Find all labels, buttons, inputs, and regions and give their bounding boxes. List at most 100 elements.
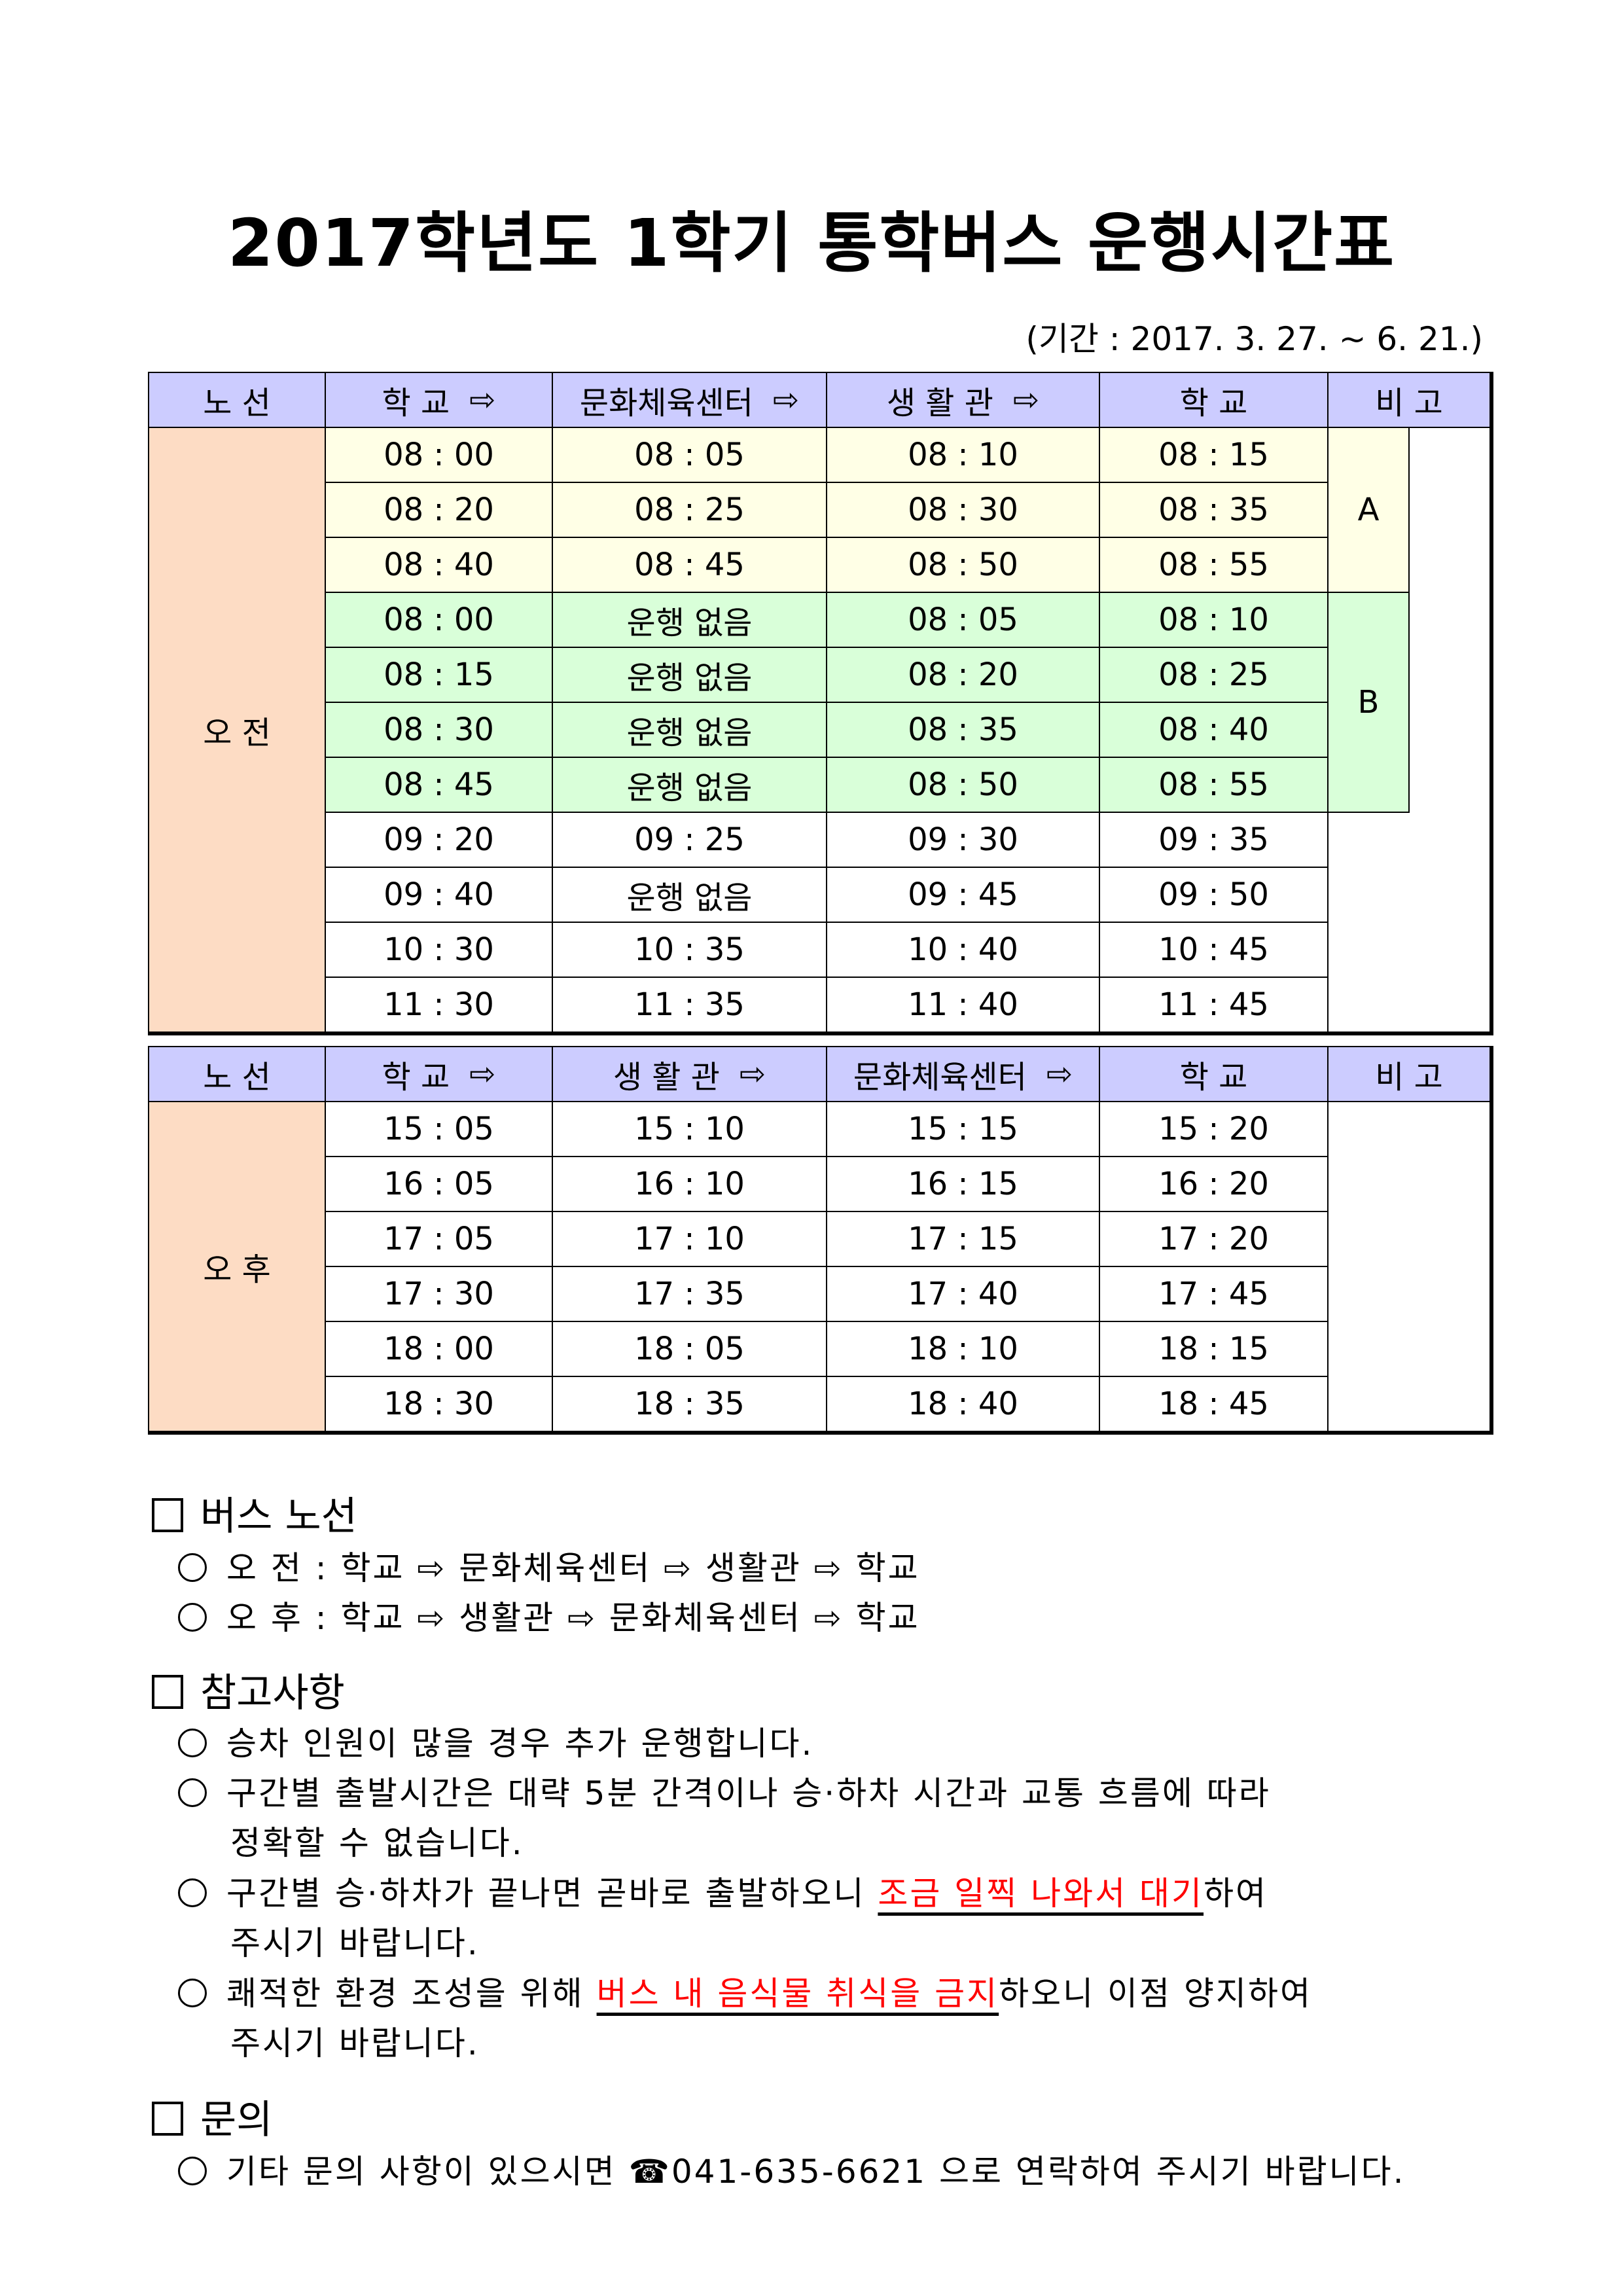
table-row: 08 : 00 운행 없음 08 : 05 08 : 10 B bbox=[149, 592, 1491, 813]
group-label: A bbox=[1327, 427, 1410, 593]
contact-line: 기타 문의 사항이 있으시면 ☎041-635-6621 으로 연락하여 주시기… bbox=[178, 2145, 1406, 2193]
table-row: 18 : 00 18 : 05 18 : 10 18 : 15 bbox=[149, 1321, 1491, 1377]
line-text: 기타 문의 사항이 있으시면 bbox=[226, 2153, 629, 2191]
header-text: 학 교 bbox=[382, 385, 450, 422]
time-cell: 17 : 35 bbox=[552, 1266, 827, 1322]
time-cell: 18 : 45 bbox=[1099, 1376, 1329, 1433]
note-4: 쾌적한 환경 조성을 위해 버스 내 음식물 취식을 금지하오니 이점 양지하여 bbox=[178, 1967, 1312, 2015]
time-cell: 08 : 15 bbox=[325, 647, 553, 703]
time-cell: 08 : 20 bbox=[325, 482, 553, 538]
arrow-right-icon: ⇨ bbox=[739, 1056, 766, 1092]
time-cell: 18 : 10 bbox=[826, 1321, 1100, 1377]
header-label: 학 교 ⇨ bbox=[326, 377, 552, 423]
arrow-right-icon: ⇨ bbox=[469, 1056, 496, 1092]
highlight-text: 버스 내 음식물 취식을 금지 bbox=[596, 1975, 999, 2013]
time-cell: 08 : 40 bbox=[1099, 702, 1329, 758]
phone-number: 041-635-6621 bbox=[671, 2153, 927, 2191]
time-cell: 15 : 20 bbox=[1099, 1101, 1329, 1157]
time-cell: 10 : 45 bbox=[1099, 922, 1329, 978]
time-cell: 08 : 45 bbox=[552, 537, 827, 593]
time-cell: 08 : 00 bbox=[325, 427, 553, 483]
blank-cell bbox=[1328, 1102, 1491, 1433]
time-cell: 운행 없음 bbox=[552, 647, 827, 703]
table-row: 11 : 30 11 : 35 11 : 40 11 : 45 bbox=[149, 977, 1491, 1034]
time-cell: 10 : 30 bbox=[325, 922, 553, 978]
table-row: 오 전 08 : 00 08 : 05 08 : 10 08 : 15 A bbox=[148, 427, 1492, 1034]
route-line-afternoon: 오 후 : 학교 ⇨ 생활관 ⇨ 문화체육센터 ⇨ 학교 bbox=[178, 1592, 920, 1639]
arrow-right-icon: ⇨ bbox=[469, 382, 496, 418]
line-text: 으로 연락하여 주시기 바랍니다. bbox=[927, 2153, 1406, 2191]
header-label: 생 활 관 ⇨ bbox=[827, 377, 1099, 423]
time-cell: 09 : 30 bbox=[826, 812, 1100, 868]
line-text: 승차 인원이 많을 경우 추가 운행합니다. bbox=[226, 1725, 814, 1763]
note-3: 구간별 승·하차가 끝나면 곧바로 출발하오니 조금 일찍 나와서 대기하여 bbox=[178, 1867, 1268, 1914]
table-row: 17 : 30 17 : 35 17 : 40 17 : 45 bbox=[149, 1266, 1491, 1322]
table-row: 08 : 15 운행 없음 08 : 20 08 : 25 bbox=[149, 647, 1491, 703]
time-cell: 08 : 35 bbox=[826, 702, 1100, 758]
table-row: 18 : 30 18 : 35 18 : 40 18 : 45 bbox=[149, 1376, 1491, 1433]
time-cell: 17 : 10 bbox=[552, 1211, 827, 1267]
time-cell: 08 : 20 bbox=[826, 647, 1100, 703]
time-cell: 08 : 10 bbox=[826, 427, 1100, 483]
page-title: 2017학년도 1학기 통학버스 운행시간표 bbox=[227, 205, 1396, 281]
time-cell: 10 : 35 bbox=[552, 922, 827, 978]
line-text: 오 전 : 학교 ⇨ 문화체육센터 ⇨ 생활관 ⇨ 학교 bbox=[226, 1549, 920, 1587]
circle-bullet-icon bbox=[178, 1603, 207, 1632]
header-cell: 생 활 관 ⇨ bbox=[826, 372, 1100, 428]
blank-cell bbox=[1409, 427, 1492, 812]
time-cell: 10 : 40 bbox=[826, 922, 1100, 978]
time-cell: 08 : 05 bbox=[826, 592, 1100, 648]
note-2: 구간별 출발시간은 대략 5분 간격이나 승·하차 시간과 교통 흐름에 따라 bbox=[178, 1767, 1271, 1814]
time-cell: 18 : 05 bbox=[552, 1321, 827, 1377]
header-cell: 학 교 ⇨ bbox=[325, 372, 553, 428]
table-row: 16 : 05 16 : 10 16 : 15 16 : 20 bbox=[149, 1156, 1491, 1212]
time-cell: 18 : 15 bbox=[1099, 1321, 1329, 1377]
time-cell: 08 : 35 bbox=[1099, 482, 1329, 538]
time-cell: 16 : 05 bbox=[325, 1156, 553, 1212]
time-cell: 08 : 25 bbox=[552, 482, 827, 538]
time-cell: 17 : 20 bbox=[1099, 1211, 1329, 1267]
line-text: 하여 bbox=[1204, 1874, 1268, 1912]
time-cell: 09 : 35 bbox=[1099, 812, 1329, 868]
arrow-right-icon: ⇨ bbox=[772, 382, 800, 418]
header-cell: 노 선 bbox=[148, 372, 326, 428]
time-cell: 운행 없음 bbox=[552, 757, 827, 813]
section-route-heading: 버스 노선 bbox=[152, 1484, 357, 1541]
group-label: B bbox=[1327, 592, 1410, 813]
header-cell: 학 교 ⇨ bbox=[325, 1046, 553, 1102]
time-cell: 17 : 30 bbox=[325, 1266, 553, 1322]
header-label: 학 교 ⇨ bbox=[326, 1051, 552, 1097]
header-cell: 비 고 bbox=[1327, 1046, 1492, 1102]
header-label: 문화체육센터 ⇨ bbox=[827, 1051, 1099, 1097]
table-row: 09 : 40 운행 없음 09 : 45 09 : 50 bbox=[149, 867, 1491, 923]
header-cell: 학 교 bbox=[1099, 1046, 1329, 1102]
highlight-text: 조금 일찍 나와서 대기 bbox=[878, 1874, 1204, 1912]
table-row: 08 : 40 08 : 45 08 : 50 08 : 55 bbox=[149, 537, 1491, 593]
arrow-right-icon: ⇨ bbox=[1012, 382, 1040, 418]
circle-bullet-icon bbox=[178, 1553, 207, 1582]
blank-cell bbox=[1328, 812, 1492, 1033]
time-cell: 11 : 35 bbox=[552, 977, 827, 1034]
checkbox-square-icon bbox=[152, 1498, 183, 1532]
time-cell: 17 : 05 bbox=[325, 1211, 553, 1267]
route-label: 오 후 bbox=[148, 1101, 326, 1433]
time-cell: 11 : 40 bbox=[826, 977, 1100, 1034]
line-text: 구간별 승·하차가 끝나면 곧바로 출발하오니 bbox=[226, 1874, 878, 1912]
phone-icon: ☎ bbox=[628, 2153, 671, 2191]
header-label: 생 활 관 ⇨ bbox=[553, 1051, 826, 1097]
circle-bullet-icon bbox=[178, 1979, 207, 2007]
time-cell: 08 : 55 bbox=[1099, 537, 1329, 593]
header-cell: 생 활 관 ⇨ bbox=[552, 1046, 827, 1102]
time-cell: 17 : 40 bbox=[826, 1266, 1100, 1322]
time-cell: 15 : 05 bbox=[325, 1101, 553, 1157]
time-cell: 17 : 45 bbox=[1099, 1266, 1329, 1322]
header-text: 생 활 관 bbox=[613, 1059, 720, 1096]
time-cell: 09 : 40 bbox=[325, 867, 553, 923]
time-cell: 09 : 25 bbox=[552, 812, 827, 868]
note-1: 승차 인원이 많을 경우 추가 운행합니다. bbox=[178, 1717, 813, 1765]
section-notes-heading: 참고사항 bbox=[152, 1661, 345, 1718]
header-text: 생 활 관 bbox=[886, 385, 993, 422]
line-text: 오 후 : 학교 ⇨ 생활관 ⇨ 문화체육센터 ⇨ 학교 bbox=[226, 1599, 920, 1637]
